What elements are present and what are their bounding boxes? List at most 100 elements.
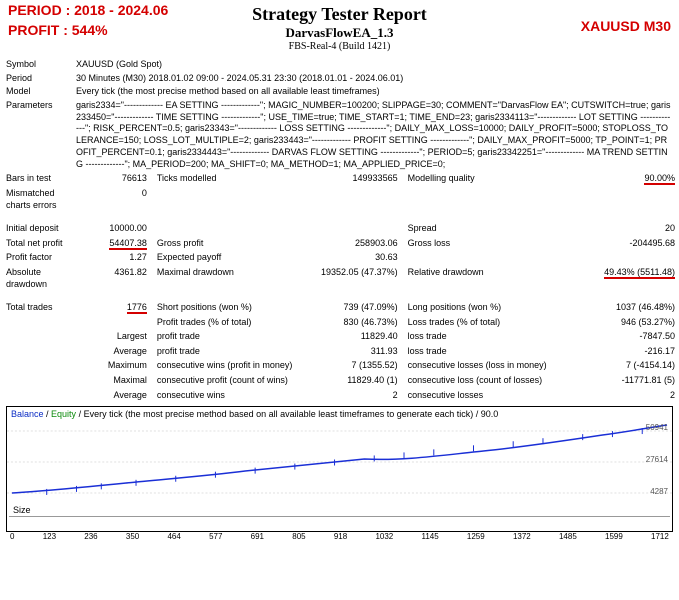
lbl-mcll: consecutive loss (count of losses) [402, 373, 568, 388]
lbl-spread: Spread [402, 221, 568, 236]
overlay-symbol: XAUUSD M30 [581, 18, 671, 34]
lbl-maximal: Maximal [75, 373, 150, 388]
report-header: PERIOD : 2018 - 2024.06 PROFIT : 544% XA… [0, 0, 679, 52]
val-grossloss: -204495.68 [568, 236, 679, 251]
val-lprofit: 11829.40 [304, 329, 402, 344]
legend-balance: Balance [11, 409, 44, 419]
val-netprofit: 54407.38 [75, 236, 150, 251]
lbl-mcp: consecutive profit (count of wins) [151, 373, 304, 388]
lbl-bars: Bars in test [0, 171, 75, 186]
xtick: 236 [84, 532, 97, 541]
xtick: 1599 [605, 532, 623, 541]
lbl-largest: Largest [75, 329, 150, 344]
lbl-lprofit: profit trade [151, 329, 304, 344]
lbl-absdd: Absolute drawdown [0, 265, 75, 292]
val-symbol: XAUUSD (Gold Spot) [70, 58, 679, 72]
lbl-model: Model [0, 85, 70, 99]
val-model: Every tick (the most precise method base… [70, 85, 679, 99]
legend-mode: Every tick (the most precise method base… [84, 409, 474, 419]
lbl-mcl: consecutive losses (loss in money) [402, 358, 568, 373]
lbl-grossprofit: Gross profit [151, 236, 304, 251]
xtick: 123 [43, 532, 56, 541]
val-mismatched: 0 [75, 186, 150, 213]
lbl-lloss: loss trade [402, 329, 568, 344]
val-aloss: -216.17 [568, 344, 679, 359]
val-ptrades: 830 (46.73%) [304, 315, 402, 330]
lbl-aprofit: profit trade [151, 344, 304, 359]
broker-build: FBS-Real-4 (Build 1421) [0, 41, 679, 52]
val-initdep: 10000.00 [75, 221, 150, 236]
lbl-average: Average [75, 344, 150, 359]
val-long: 1037 (46.48%) [568, 300, 679, 315]
lbl-ep: Expected payoff [151, 250, 304, 265]
ytick-2: 4287 [650, 487, 668, 496]
lbl-initdep: Initial deposit [0, 221, 75, 236]
lbl-mcw: consecutive wins (profit in money) [151, 358, 304, 373]
val-acw: 2 [304, 388, 402, 403]
legend-equity: Equity [51, 409, 76, 419]
val-absdd: 4361.82 [75, 265, 150, 292]
stats-table: Bars in test 76613 Ticks modelled 149933… [0, 171, 679, 402]
val-acl: 2 [568, 388, 679, 403]
overlay-period: PERIOD : 2018 - 2024.06 [8, 2, 168, 18]
lbl-netprofit: Total net profit [0, 236, 75, 251]
xtick: 1259 [467, 532, 485, 541]
lbl-period: Period [0, 72, 70, 86]
xtick: 0 [10, 532, 14, 541]
lbl-mismatched: Mismatched charts errors [0, 186, 75, 213]
val-short: 739 (47.09%) [304, 300, 402, 315]
val-params: garis2334="------------- EA SETTING ----… [70, 99, 679, 171]
xtick: 691 [251, 532, 264, 541]
lbl-ltrades: Loss trades (% of total) [402, 315, 568, 330]
equity-svg [7, 421, 672, 499]
val-pf: 1.27 [75, 250, 150, 265]
val-quality: 90.00% [568, 171, 679, 186]
size-divider [9, 516, 670, 517]
ytick-0: 50941 [646, 423, 668, 432]
settings-table: Symbol XAUUSD (Gold Spot) Period 30 Minu… [0, 58, 679, 171]
val-grossprofit: 258903.06 [304, 236, 402, 251]
val-maxdd: 19352.05 (47.37%) [304, 265, 402, 292]
lbl-ptrades: Profit trades (% of total) [151, 315, 304, 330]
val-mcll: -11771.81 (5) [568, 373, 679, 388]
lbl-aloss: loss trade [402, 344, 568, 359]
xtick: 1032 [375, 532, 393, 541]
val-mcw: 7 (1355.52) [304, 358, 402, 373]
size-label: Size [13, 505, 31, 515]
xtick: 1145 [421, 532, 438, 541]
equity-chart: Balance / Equity / Every tick (the most … [6, 406, 673, 532]
xtick: 1485 [559, 532, 577, 541]
lbl-maximum: Maximum [75, 358, 150, 373]
xtick: 1712 [651, 532, 669, 541]
val-mcp: 11829.40 (1) [304, 373, 402, 388]
lbl-short: Short positions (won %) [151, 300, 304, 315]
lbl-maxdd: Maximal drawdown [151, 265, 304, 292]
val-trades: 1776 [75, 300, 150, 315]
lbl-trades: Total trades [0, 300, 75, 315]
lbl-long: Long positions (won %) [402, 300, 568, 315]
val-aprofit: 311.93 [304, 344, 402, 359]
xtick: 805 [292, 532, 305, 541]
legend-quality: 90.0 [481, 409, 499, 419]
lbl-ticks: Ticks modelled [151, 171, 304, 186]
val-ltrades: 946 (53.27%) [568, 315, 679, 330]
val-period: 30 Minutes (M30) 2018.01.02 09:00 - 2024… [70, 72, 679, 86]
lbl-avgcons: Average [75, 388, 150, 403]
lbl-acw: consecutive wins [151, 388, 304, 403]
x-axis: 0 123 236 350 464 577 691 805 918 1032 1145 1259 137… [0, 532, 679, 545]
lbl-pf: Profit factor [0, 250, 75, 265]
chart-legend: Balance / Equity / Every tick (the most … [11, 409, 498, 419]
xtick: 350 [126, 532, 139, 541]
xtick: 1372 [513, 532, 531, 541]
ytick-1: 27614 [646, 455, 668, 464]
val-bars: 76613 [75, 171, 150, 186]
xtick: 464 [167, 532, 180, 541]
lbl-symbol: Symbol [0, 58, 70, 72]
overlay-profit: PROFIT : 544% [8, 22, 108, 38]
val-reldd: 49.43% (5511.48) [568, 265, 679, 292]
val-lloss: -7847.50 [568, 329, 679, 344]
xtick: 577 [209, 532, 222, 541]
lbl-quality: Modelling quality [402, 171, 568, 186]
xtick: 918 [334, 532, 347, 541]
val-mcl: 7 (-4154.14) [568, 358, 679, 373]
